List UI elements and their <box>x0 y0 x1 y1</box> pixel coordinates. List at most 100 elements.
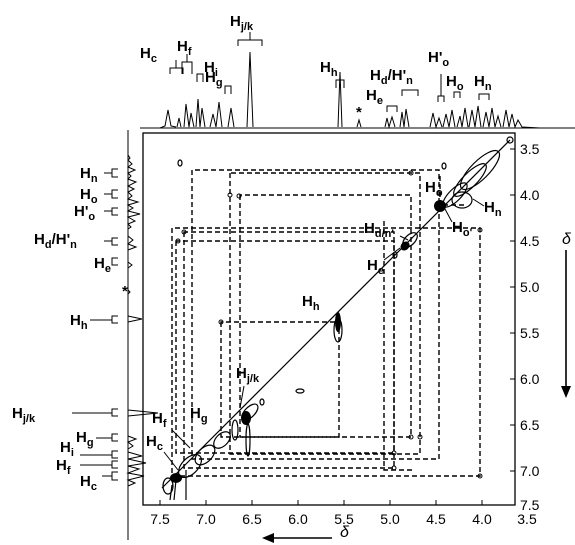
top-label-hdhn: Hd/H'n <box>370 67 413 87</box>
bracket-ho <box>453 91 461 98</box>
inner-label-ho: Ho <box>425 179 443 199</box>
peak-ho <box>434 200 446 212</box>
top-label-hn: Hn <box>474 73 492 93</box>
inner-label-hf: Hf <box>152 410 167 430</box>
left-label-hi: Hi <box>60 439 74 459</box>
corr-hd <box>383 221 412 471</box>
left-spectrum-trace <box>126 130 159 540</box>
left-asterisk: * <box>122 283 128 300</box>
x-tick: 6.0 <box>288 511 308 527</box>
peak-hc <box>170 473 182 483</box>
y-tick: 4.5 <box>520 233 540 249</box>
x-axis-delta: δ <box>340 524 350 541</box>
corr-hjk-ho <box>239 194 412 438</box>
y-tick: 5.5 <box>520 325 540 341</box>
inner-label-he: He <box>367 257 384 277</box>
top-brackets <box>169 32 490 112</box>
left-label-he: He <box>94 255 111 275</box>
bracket-hi <box>196 73 204 82</box>
bracket-he <box>386 105 398 112</box>
top-label-he: He <box>366 87 383 107</box>
y-tick: 5.0 <box>520 279 540 295</box>
x-tick: 5.5 <box>334 511 354 527</box>
y-tick: 7.0 <box>520 463 540 479</box>
x-tick: 7.0 <box>196 511 216 527</box>
x-tick: 6.5 <box>242 511 262 527</box>
lbracket-hc <box>102 471 118 481</box>
top-label-hh: Hh <box>320 59 338 79</box>
inner-label-hdn: Hd/n' <box>364 220 394 240</box>
x-tick: 5.0 <box>380 511 400 527</box>
inner-peak-labels: Ho Hn Ho' Hd/n' He Hh Hj/k Hg Hf Hc <box>146 179 502 471</box>
top-label-hc: Hc <box>140 45 157 65</box>
cross-peak-markers <box>175 170 483 479</box>
y-tick: 4.0 <box>520 187 540 203</box>
y-axis-arrow: δ <box>561 231 572 398</box>
left-brackets <box>72 168 118 481</box>
plot-frame <box>142 132 516 506</box>
peak-hh <box>335 312 341 332</box>
left-label-ho-prime: H'o <box>74 203 95 223</box>
left-label-hjk: Hj/k <box>12 405 36 425</box>
x-axis-arrow: δ <box>262 524 350 543</box>
lbracket-he <box>111 257 118 266</box>
lbracket-hh <box>90 315 118 324</box>
y-axis-ticks: 3.5 4.0 4.5 5.0 5.5 6.0 6.5 7.0 7.5 <box>520 141 540 513</box>
x-tick: 3.5 <box>517 511 537 527</box>
corr-hjk-hn <box>229 172 421 455</box>
x-tick: 4.5 <box>426 511 446 527</box>
top-spectrum-trace <box>140 51 575 129</box>
left-peak-labels: Hn Ho H'o Hd/H'n He Hh Hj/k Hg Hi Hf Hc … <box>12 165 128 493</box>
lbracket-hn <box>104 168 118 178</box>
x-tick: 7.5 <box>150 511 170 527</box>
inner-label-hc: Hc <box>146 433 163 453</box>
top-label-hf: Hf <box>177 38 192 58</box>
peak-hjk <box>241 411 251 425</box>
y-tick: 3.5 <box>520 141 540 157</box>
axis-ticks <box>159 148 515 505</box>
corr-hi <box>171 227 481 477</box>
bracket-ho2 <box>437 74 445 102</box>
bracket-hf <box>181 54 193 74</box>
lbracket-hjk <box>72 408 118 417</box>
bracket-hdhn <box>401 89 419 96</box>
y-axis-delta: δ <box>562 231 572 248</box>
left-label-hh: Hh <box>70 312 88 332</box>
top-label-ho: Ho <box>446 73 464 93</box>
lbracket-hg <box>96 433 118 442</box>
top-peak-labels: Hc Hf Hi Hg Hj/k Hh He Hd/H'n H'o Ho Hn … <box>140 13 492 121</box>
lbracket-hi <box>80 450 118 459</box>
top-1d-spectrum <box>140 51 575 129</box>
left-label-ho: Ho <box>80 186 98 206</box>
y-tick: 7.5 <box>520 497 540 513</box>
lbracket-ho <box>104 189 118 199</box>
y-tick: 6.5 <box>520 417 540 433</box>
diagonal-peaks <box>161 136 514 501</box>
inner-label-hh: Hh <box>302 293 320 313</box>
x-axis-ticks: 7.5 7.0 6.5 6.0 5.5 5.0 4.5 4.0 3.5 <box>150 511 537 527</box>
bracket-hjk <box>237 32 263 46</box>
inner-label-hjk: Hj/k <box>236 365 260 385</box>
inner-label-ho-prime: Ho' <box>452 219 473 239</box>
top-label-ho-prime: H'o <box>428 49 449 69</box>
left-label-hg: Hg <box>76 429 94 449</box>
bracket-hn <box>478 93 490 100</box>
lbracket-hdhn <box>104 237 118 246</box>
top-label-hg: Hg <box>205 69 223 89</box>
left-label-hf: Hf <box>56 457 71 477</box>
inner-label-hn: Hn <box>484 199 502 219</box>
inner-label-hg: Hg <box>190 405 208 425</box>
top-label-hjk: Hj/k <box>230 13 254 33</box>
left-1d-spectrum <box>126 130 159 540</box>
corr-hc <box>191 169 440 460</box>
correlation-lines <box>171 169 481 477</box>
left-label-hdhn: Hd/H'n <box>34 231 77 251</box>
corr-hf <box>183 231 395 469</box>
left-label-hc: Hc <box>80 473 97 493</box>
bracket-hg <box>224 85 232 94</box>
y-tick: 6.0 <box>520 371 540 387</box>
top-label-hi: Hi <box>204 59 218 79</box>
lbracket-hf <box>80 460 118 469</box>
x-tick: 4.0 <box>472 511 492 527</box>
